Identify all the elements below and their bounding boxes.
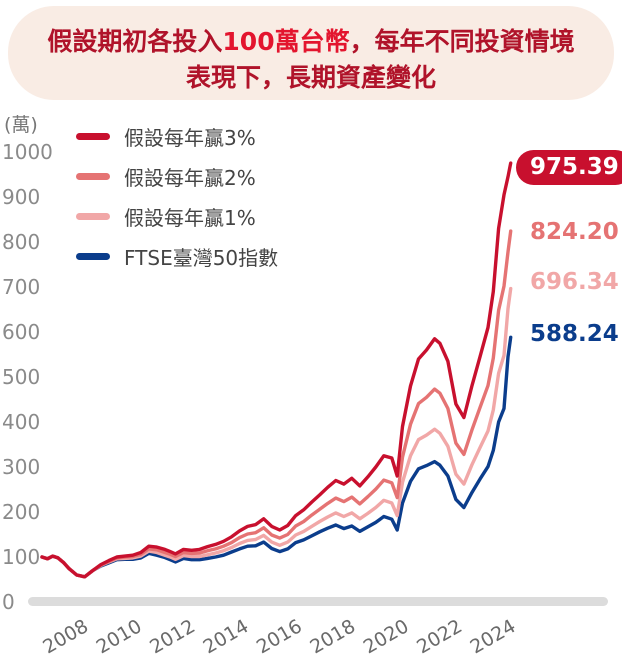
series-line-2 xyxy=(40,286,513,579)
end-value-label-1: 824.20 xyxy=(530,219,619,245)
y-tick-label-10: 1000 xyxy=(2,140,53,164)
title-text-pre: 假設期初各投入 xyxy=(47,27,223,56)
y-tick-label-4: 400 xyxy=(2,410,40,434)
series-line-3 xyxy=(40,335,513,579)
legend-item-1: 假設每年贏2% xyxy=(76,156,278,196)
y-tick-label-7: 700 xyxy=(2,275,40,299)
y-tick-label-5: 500 xyxy=(2,365,40,389)
series-lines xyxy=(40,161,513,579)
title-highlight: 100萬台幣 xyxy=(222,27,350,56)
y-tick-label-3: 300 xyxy=(2,455,40,479)
legend: 假設每年贏3% 假設每年贏2% 假設每年贏1% FTSE臺灣50指數 xyxy=(76,116,278,276)
x-tick-label-3: 2014 xyxy=(200,615,253,656)
title-text-post: ，每年不同投資情境 xyxy=(349,27,575,56)
y-axis-unit-label: (萬) xyxy=(4,114,38,136)
chart-title-line-2: 表現下，長期資產變化 xyxy=(185,63,436,92)
legend-label-0: 假設每年贏3% xyxy=(124,125,256,150)
y-tick-label-1: 100 xyxy=(2,545,40,569)
x-tick-label-2: 2012 xyxy=(146,615,199,656)
end-value-label-2: 696.34 xyxy=(530,269,619,295)
legend-item-3: FTSE臺灣50指數 xyxy=(76,236,278,276)
y-axis-ticks: 0 100 200 300 400 500 600 700 800 900 1000 xyxy=(2,140,53,614)
x-tick-label-4: 2016 xyxy=(253,615,306,656)
y-tick-label-2: 200 xyxy=(2,500,40,524)
y-tick-label-8: 800 xyxy=(2,230,40,254)
legend-label-2: 假設每年贏1% xyxy=(124,205,256,230)
x-tick-label-5: 2018 xyxy=(306,615,359,656)
chart-title-line-1: 假設期初各投入100萬台幣，每年不同投資情境 xyxy=(8,22,614,58)
series-line-0 xyxy=(40,161,513,579)
legend-item-2: 假設每年贏1% xyxy=(76,196,278,236)
legend-swatch-0 xyxy=(76,132,110,140)
legend-swatch-1 xyxy=(76,172,110,180)
end-value-label-3: 588.24 xyxy=(530,321,619,347)
x-axis-bar xyxy=(28,597,608,606)
legend-item-0: 假設每年贏3% xyxy=(76,116,278,156)
y-tick-label-6: 600 xyxy=(2,320,40,344)
title-banner: 假設期初各投入100萬台幣，每年不同投資情境 表現下，長期資產變化 xyxy=(8,6,614,100)
x-tick-label-0: 2008 xyxy=(39,615,92,656)
x-tick-label-1: 2010 xyxy=(93,615,146,656)
legend-label-1: 假設每年贏2% xyxy=(124,165,256,190)
x-tick-label-6: 2020 xyxy=(360,615,413,656)
x-axis-ticks: 2008 2010 2012 2014 2016 2018 2020 2022 2024 xyxy=(39,615,519,656)
legend-swatch-3 xyxy=(76,252,110,260)
y-tick-label-9: 900 xyxy=(2,185,40,209)
legend-label-3: FTSE臺灣50指數 xyxy=(124,245,279,270)
end-value-label-0: 975.39 xyxy=(516,150,622,185)
legend-swatch-2 xyxy=(76,212,110,220)
x-tick-label-8: 2024 xyxy=(467,615,520,656)
x-tick-label-7: 2022 xyxy=(413,615,466,656)
y-tick-label-0: 0 xyxy=(2,590,15,614)
series-line-1 xyxy=(40,229,513,579)
